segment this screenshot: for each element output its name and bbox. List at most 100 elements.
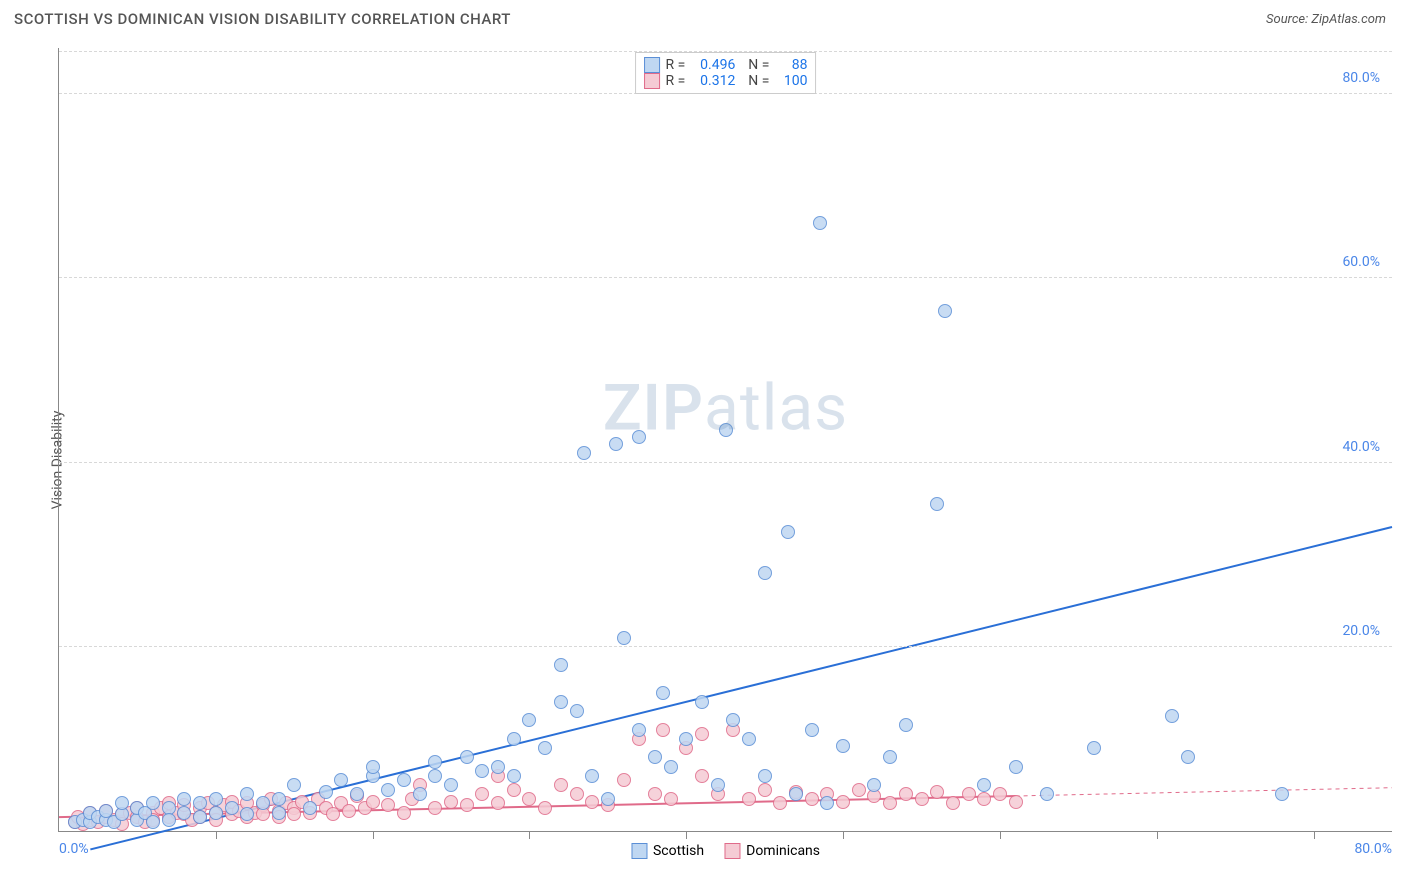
data-point — [758, 769, 772, 783]
data-point — [381, 798, 395, 812]
data-point — [609, 437, 623, 451]
swatch-scottish — [644, 57, 660, 73]
data-point — [632, 430, 646, 444]
data-point — [789, 787, 803, 801]
data-point — [475, 787, 489, 801]
data-point — [664, 760, 678, 774]
data-point — [695, 695, 709, 709]
data-point — [930, 497, 944, 511]
data-point — [319, 785, 333, 799]
x-tick — [1314, 831, 1315, 839]
n-value-dominicans: 100 — [775, 73, 807, 89]
data-point — [350, 787, 364, 801]
data-point — [899, 787, 913, 801]
data-point — [742, 792, 756, 806]
data-point — [507, 732, 521, 746]
data-point — [601, 792, 615, 806]
data-point — [695, 769, 709, 783]
data-point — [177, 806, 191, 820]
data-point — [711, 778, 725, 792]
data-point — [413, 787, 427, 801]
data-point — [813, 216, 827, 230]
data-point — [656, 686, 670, 700]
data-point — [240, 787, 254, 801]
data-point — [617, 773, 631, 787]
data-point — [570, 787, 584, 801]
legend-item-scottish: Scottish — [631, 843, 704, 859]
data-point — [444, 795, 458, 809]
data-point — [1087, 741, 1101, 755]
data-point — [554, 658, 568, 672]
data-point — [225, 801, 239, 815]
r-value-scottish: 0.496 — [691, 57, 735, 73]
data-point — [287, 778, 301, 792]
data-point — [444, 778, 458, 792]
data-point — [115, 796, 129, 810]
data-point — [240, 807, 254, 821]
data-point — [656, 723, 670, 737]
data-point — [193, 796, 207, 810]
data-point — [836, 795, 850, 809]
swatch-dominicans-2 — [724, 843, 740, 859]
data-point — [428, 769, 442, 783]
data-point — [570, 704, 584, 718]
data-point — [397, 806, 411, 820]
data-point — [836, 739, 850, 753]
trend-lines — [59, 48, 1392, 831]
chart-container: Vision Disability R = 0.496 N = 88 R = 0… — [14, 40, 1392, 880]
data-point — [585, 795, 599, 809]
x-tick — [686, 831, 687, 839]
data-point — [366, 795, 380, 809]
data-point — [805, 792, 819, 806]
data-point — [883, 796, 897, 810]
data-point — [491, 760, 505, 774]
data-point — [726, 713, 740, 727]
data-point — [397, 773, 411, 787]
data-point — [883, 750, 897, 764]
data-point — [867, 778, 881, 792]
x-tick — [529, 831, 530, 839]
x-axis-min-label: 0.0% — [59, 841, 89, 857]
data-point — [938, 304, 952, 318]
data-point — [820, 796, 834, 810]
data-point — [758, 783, 772, 797]
data-point — [695, 727, 709, 741]
data-point — [491, 796, 505, 810]
data-point — [507, 769, 521, 783]
y-tick-label: 60.0% — [1342, 254, 1380, 270]
data-point — [381, 783, 395, 797]
data-point — [1165, 709, 1179, 723]
data-point — [758, 566, 772, 580]
data-point — [1040, 787, 1054, 801]
stats-row-scottish: R = 0.496 N = 88 — [644, 57, 808, 73]
series-legend: Scottish Dominicans — [631, 843, 820, 859]
data-point — [366, 760, 380, 774]
series-label-scottish: Scottish — [653, 843, 704, 859]
x-axis-max-label: 80.0% — [1354, 841, 1392, 857]
data-point — [538, 801, 552, 815]
data-point — [428, 801, 442, 815]
x-tick — [373, 831, 374, 839]
data-point — [1275, 787, 1289, 801]
data-point — [287, 807, 301, 821]
data-point — [585, 769, 599, 783]
data-point — [781, 525, 795, 539]
data-point — [915, 792, 929, 806]
data-point — [664, 792, 678, 806]
data-point — [522, 792, 536, 806]
data-point — [522, 713, 536, 727]
data-point — [554, 778, 568, 792]
data-point — [977, 778, 991, 792]
data-point — [342, 804, 356, 818]
swatch-scottish-2 — [631, 843, 647, 859]
x-tick — [1000, 831, 1001, 839]
data-point — [993, 787, 1007, 801]
data-point — [648, 750, 662, 764]
chart-title: SCOTTISH VS DOMINICAN VISION DISABILITY … — [14, 10, 511, 28]
swatch-dominicans — [644, 73, 660, 89]
data-point — [460, 798, 474, 812]
data-point — [272, 792, 286, 806]
data-point — [648, 787, 662, 801]
data-point — [899, 718, 913, 732]
data-point — [577, 446, 591, 460]
